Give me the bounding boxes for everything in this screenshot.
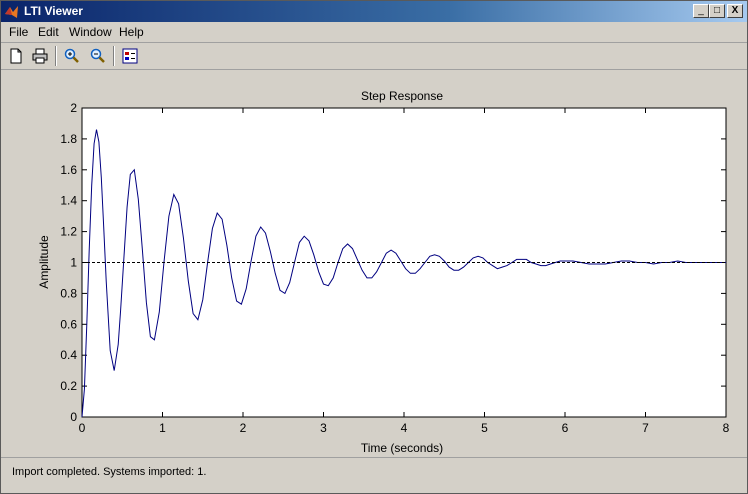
menu-edit[interactable]: Edit [38,25,59,39]
zoom-out-button[interactable] [87,45,109,67]
menu-file[interactable]: File [9,25,29,39]
minimize-button[interactable]: _ [693,4,709,18]
close-button[interactable]: X [727,4,743,18]
y-tick-label: 0.2 [60,379,77,393]
y-tick-label: 2 [70,101,77,115]
y-tick-labels: 0 0.2 0.4 0.6 0.8 1 1.2 1.4 1.6 1.8 2 [60,101,77,424]
toolbar-separator [55,46,57,66]
matlab-logo-icon [5,6,18,18]
new-document-icon [10,48,22,64]
print-icon [32,48,48,64]
x-tick-label: 0 [79,421,86,435]
step-response-line [81,129,726,418]
x-tick-label: 7 [642,421,649,435]
y-tick-label: 0.8 [60,286,77,300]
status-message: Import completed. Systems imported: 1. [12,466,207,478]
plot-area: Step Response 0 1 2 3 4 5 6 7 8 0 0.2 0.4 0.6 0.8 1 1.… [1,70,747,455]
y-axis-label: Amplitude [37,235,51,289]
menu-bar: File Edit Window Help [1,22,747,43]
x-tick-label: 4 [401,421,408,435]
y-tick-label: 1.8 [60,132,77,146]
window-title: LTI Viewer [24,4,83,18]
y-tick-label: 1.2 [60,225,77,239]
title-bar[interactable]: LTI Viewer _ □ X [1,1,747,22]
menu-help[interactable]: Help [119,25,144,39]
zoom-out-icon [90,48,105,63]
x-tick-label: 2 [240,421,247,435]
zoom-in-button[interactable] [61,45,83,67]
y-tick-label: 0 [70,410,77,424]
plot-configuration-button[interactable] [119,45,141,67]
series-layer [81,129,726,418]
x-axis-label: Time (seconds) [361,441,443,455]
menu-window[interactable]: Window [69,25,112,39]
y-tick-label: 0.6 [60,317,77,331]
x-tick-label: 5 [481,421,488,435]
chart-title: Step Response [361,89,443,103]
plot-configuration-icon [122,48,138,64]
x-tick-label: 6 [562,421,569,435]
step-response-chart[interactable]: Step Response 0 1 2 3 4 5 6 7 8 0 0.2 0.4 0.6 0.8 1 1.… [1,70,747,455]
y-tick-label: 1 [70,256,77,270]
toolbar [1,43,747,70]
x-tick-label: 1 [159,421,166,435]
y-tick-label: 0.4 [60,348,77,362]
maximize-button[interactable]: □ [709,4,725,18]
x-tick-label: 3 [320,421,327,435]
toolbar-separator [113,46,115,66]
y-tick-label: 1.6 [60,163,77,177]
x-tick-labels: 0 1 2 3 4 5 6 7 8 [79,421,730,435]
x-tick-label: 8 [723,421,730,435]
status-bar: Import completed. Systems imported: 1. [1,457,747,494]
new-button[interactable] [5,45,27,67]
y-tick-label: 1.4 [60,194,77,208]
print-button[interactable] [29,45,51,67]
zoom-in-icon [64,48,79,63]
